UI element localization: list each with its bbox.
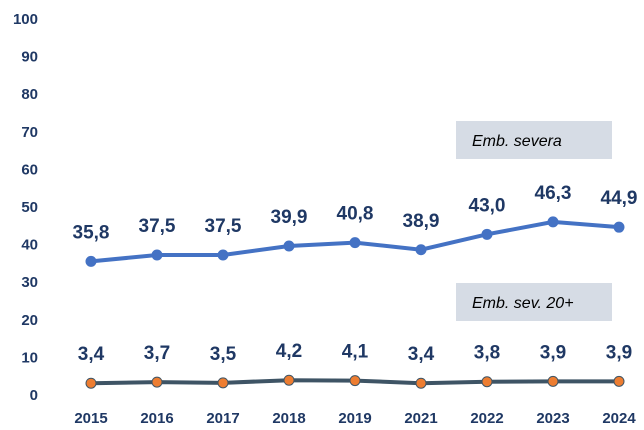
marker: [151, 249, 163, 261]
marker: [151, 376, 163, 388]
y-tick-label: 30: [21, 274, 38, 291]
legend-label: Emb. sev. 20+: [472, 295, 574, 312]
data-label: 35,8: [73, 222, 110, 243]
data-label: 44,9: [601, 188, 638, 209]
x-tick-label: 2022: [470, 410, 503, 427]
data-label: 3,9: [540, 342, 566, 363]
x-tick-label: 2018: [272, 410, 305, 427]
legend-box: [456, 121, 612, 159]
marker: [547, 375, 559, 387]
marker: [481, 376, 493, 388]
x-tick-label: 2024: [602, 410, 636, 427]
marker: [283, 374, 295, 386]
y-tick-label: 60: [21, 161, 38, 178]
y-tick-label: 70: [21, 124, 38, 141]
x-tick-label: 2015: [74, 410, 107, 427]
x-tick-label: 2017: [206, 410, 239, 427]
legend-label: Emb. severa: [472, 133, 562, 150]
x-tick-label: 2019: [338, 410, 371, 427]
marker: [85, 255, 97, 267]
y-tick-label: 10: [21, 349, 38, 366]
data-label: 3,4: [78, 344, 105, 365]
data-label: 46,3: [535, 183, 572, 204]
data-label: 4,2: [276, 341, 302, 362]
y-tick-label: 50: [21, 199, 38, 216]
data-label: 3,8: [474, 343, 500, 364]
marker: [349, 375, 361, 387]
x-tick-label: 2023: [536, 410, 569, 427]
y-tick-label: 20: [21, 312, 38, 329]
marker: [547, 216, 559, 228]
marker: [415, 244, 427, 256]
marker: [85, 377, 97, 389]
data-label: 3,9: [606, 342, 632, 363]
marker: [415, 377, 427, 389]
marker: [283, 240, 295, 252]
data-label: 40,8: [337, 204, 374, 225]
data-label: 38,9: [403, 211, 440, 232]
marker: [217, 377, 229, 389]
data-label: 39,9: [271, 207, 308, 228]
y-tick-label: 40: [21, 237, 38, 254]
marker: [613, 221, 625, 233]
x-tick-label: 2021: [404, 410, 437, 427]
y-tick-label: 0: [30, 387, 38, 404]
y-tick-label: 90: [21, 49, 38, 66]
marker: [349, 237, 361, 249]
marker: [613, 375, 625, 387]
y-tick-label: 100: [13, 11, 38, 28]
data-label: 3,4: [408, 344, 435, 365]
data-label: 37,5: [139, 216, 176, 237]
data-label: 37,5: [205, 216, 242, 237]
marker: [217, 249, 229, 261]
marker: [481, 228, 493, 240]
x-tick-label: 2016: [140, 410, 173, 427]
data-label: 4,1: [342, 342, 369, 363]
y-tick-label: 80: [21, 86, 38, 103]
data-label: 43,0: [469, 195, 506, 216]
data-label: 3,7: [144, 343, 170, 364]
legend-box: [456, 283, 612, 321]
data-label: 3,5: [210, 344, 237, 365]
